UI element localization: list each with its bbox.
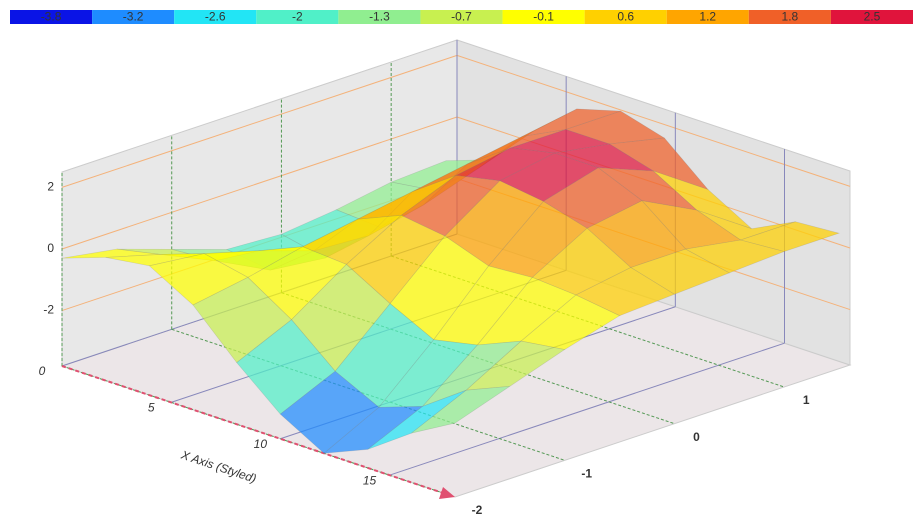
- x-axis: [61, 365, 450, 496]
- x-axis-title: X Axis (Styled): [178, 447, 258, 485]
- colorbar-swatch: [584, 10, 667, 24]
- colorbar-swatch: [830, 10, 913, 24]
- colorbar-swatch: [92, 10, 175, 24]
- x-tick-label: 15: [363, 473, 377, 487]
- x-tick-label: 10: [254, 437, 268, 451]
- colorbar-label: 0.6: [617, 10, 634, 24]
- colorbar-label: -3.2: [123, 10, 144, 24]
- x-axis-arrow: [439, 487, 455, 499]
- colorbar-swatch: [748, 10, 831, 24]
- colorbar-label: 2.5: [864, 10, 881, 24]
- colorbar-swatch: [10, 10, 93, 24]
- surface-cell: [684, 239, 786, 274]
- z-tick-label: 1: [803, 393, 810, 407]
- colorbar-swatch: [502, 10, 585, 24]
- y-tick-label: -2: [43, 303, 54, 317]
- colorbar-label: 1.2: [699, 10, 716, 24]
- colorbar-swatch: [666, 10, 749, 24]
- y-tick-label: 0: [47, 241, 54, 255]
- colorbar-swatch: [338, 10, 421, 24]
- z-tick-label: 0: [693, 430, 700, 444]
- z-tick-label: -2: [472, 503, 483, 517]
- surface-cell: [411, 386, 511, 434]
- surface-cell: [630, 248, 731, 295]
- surface-cell: [739, 221, 841, 252]
- colorbar-swatch: [174, 10, 257, 24]
- colorbar-label: -1.3: [369, 10, 390, 24]
- colorbar-label: -0.1: [533, 10, 554, 24]
- z-tick-label: -1: [581, 467, 592, 481]
- colorbar-label: -3.8: [41, 10, 62, 24]
- grid-line: [61, 54, 458, 188]
- y-tick-label: 2: [47, 180, 54, 194]
- x-tick-label: 0: [39, 364, 46, 378]
- colorbar-label: -2: [292, 10, 303, 24]
- colorbar-swatch: [420, 10, 503, 24]
- colorbar-swatch: [256, 10, 339, 24]
- x-tick-label: 5: [148, 401, 155, 415]
- colorbar-label: 1.8: [782, 10, 799, 24]
- colorbar-label: -2.6: [205, 10, 226, 24]
- colorbar-label: -0.7: [451, 10, 472, 24]
